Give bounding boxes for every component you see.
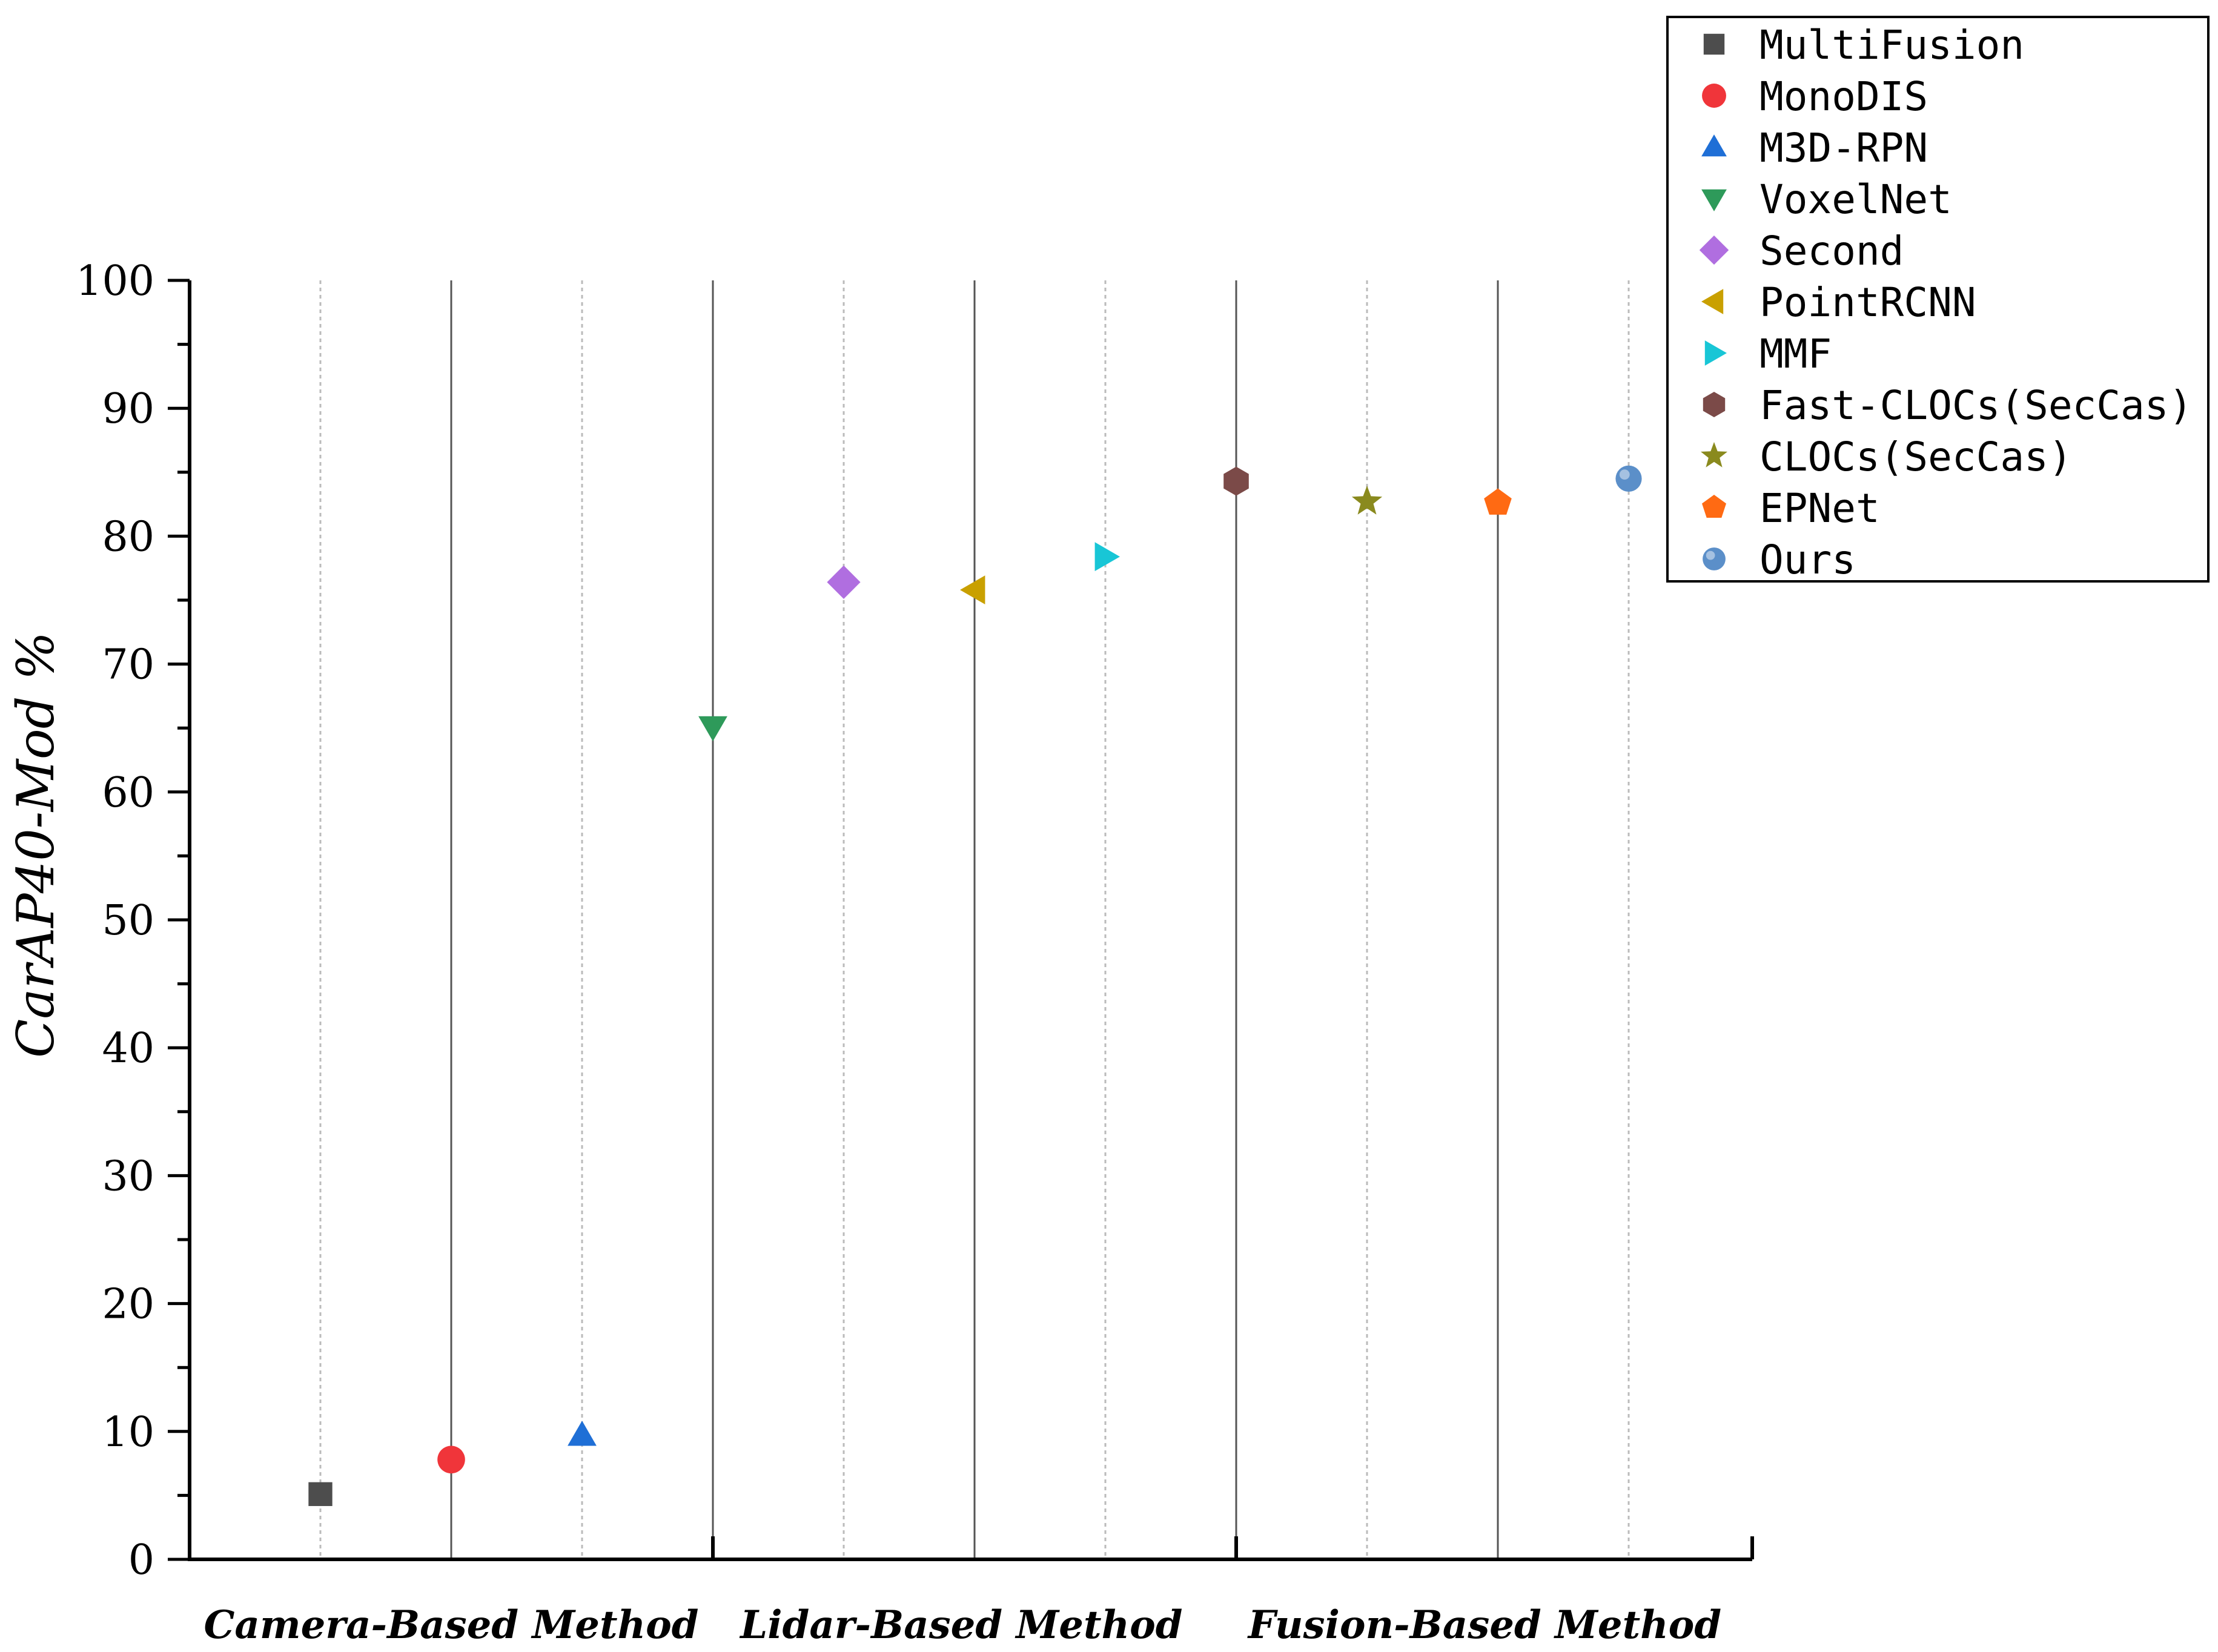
data-point (1351, 486, 1383, 515)
legend-label: Second (1760, 228, 1904, 274)
legend-marker (1701, 441, 1727, 468)
x-category-label: Camera-Based Method (204, 1602, 698, 1648)
y-tick-label: 40 (102, 1025, 154, 1072)
legend-marker (1703, 547, 1726, 570)
y-tick-label: 90 (102, 385, 154, 433)
legend-marker-highlight (1706, 550, 1715, 560)
legend-label: MultiFusion (1760, 22, 2024, 68)
y-tick-label: 100 (76, 257, 154, 305)
legend-marker (1702, 84, 1726, 108)
data-point (308, 1482, 333, 1506)
x-category-labels: Camera-Based Method Lidar-Based Method Fus… (204, 1602, 1721, 1648)
data-point (1484, 488, 1512, 515)
legend-label: Ours (1760, 537, 1856, 583)
data-point (827, 565, 861, 599)
y-tick-label: 30 (102, 1152, 154, 1200)
legend-label: MMF (1760, 331, 1832, 377)
legend-marker (1701, 289, 1724, 314)
data-point-highlight (1619, 469, 1630, 480)
data-point (1223, 466, 1249, 496)
legend-marker (1701, 189, 1727, 211)
data-point (568, 1421, 597, 1446)
y-tick-label: 20 (102, 1281, 154, 1329)
legend-marker (1702, 495, 1726, 518)
legend-label: PointRCNN (1760, 279, 1976, 326)
x-category-label: Lidar-Based Method (739, 1602, 1182, 1648)
data-point (437, 1446, 465, 1474)
legend-marker (1701, 134, 1727, 157)
x-category-label: Fusion-Based Method (1247, 1602, 1721, 1648)
y-tick-label: 80 (102, 513, 154, 561)
axes (188, 280, 1754, 1561)
legend-box (1666, 16, 2210, 583)
y-tick-label: 10 (102, 1409, 154, 1456)
legend-marker (1699, 235, 1729, 265)
legend-marker (1703, 392, 1726, 417)
data-point (1094, 542, 1120, 572)
y-tick-label: 0 (128, 1536, 154, 1584)
legend-label: Fast-CLOCs(SecCas) (1760, 382, 2193, 429)
legend-marker (1704, 340, 1727, 366)
legend-label: VoxelNet (1760, 176, 1952, 223)
y-axis-title: CarAP40-Mod % (6, 632, 65, 1058)
grid-lines (319, 280, 1630, 1559)
data-points (308, 465, 1642, 1506)
data-point (1615, 465, 1642, 492)
legend-label: CLOCs(SecCas) (1760, 434, 2073, 480)
legend-marker (1703, 33, 1725, 55)
legend-label: EPNet (1760, 485, 1880, 532)
data-point (698, 716, 727, 742)
legend: MultiFusion MonoDIS M3D-RPN VoxelNet Second P… (1666, 16, 2210, 583)
legend-label: M3D-RPN (1760, 125, 1928, 171)
data-point (960, 575, 985, 604)
y-axis-ticks: 0 10 20 30 40 50 60 70 80 90 100 (76, 257, 190, 1584)
y-tick-label: 60 (102, 769, 154, 817)
y-tick-label: 50 (102, 897, 154, 945)
y-tick-label: 70 (102, 641, 154, 689)
legend-label: MonoDIS (1760, 73, 1928, 120)
